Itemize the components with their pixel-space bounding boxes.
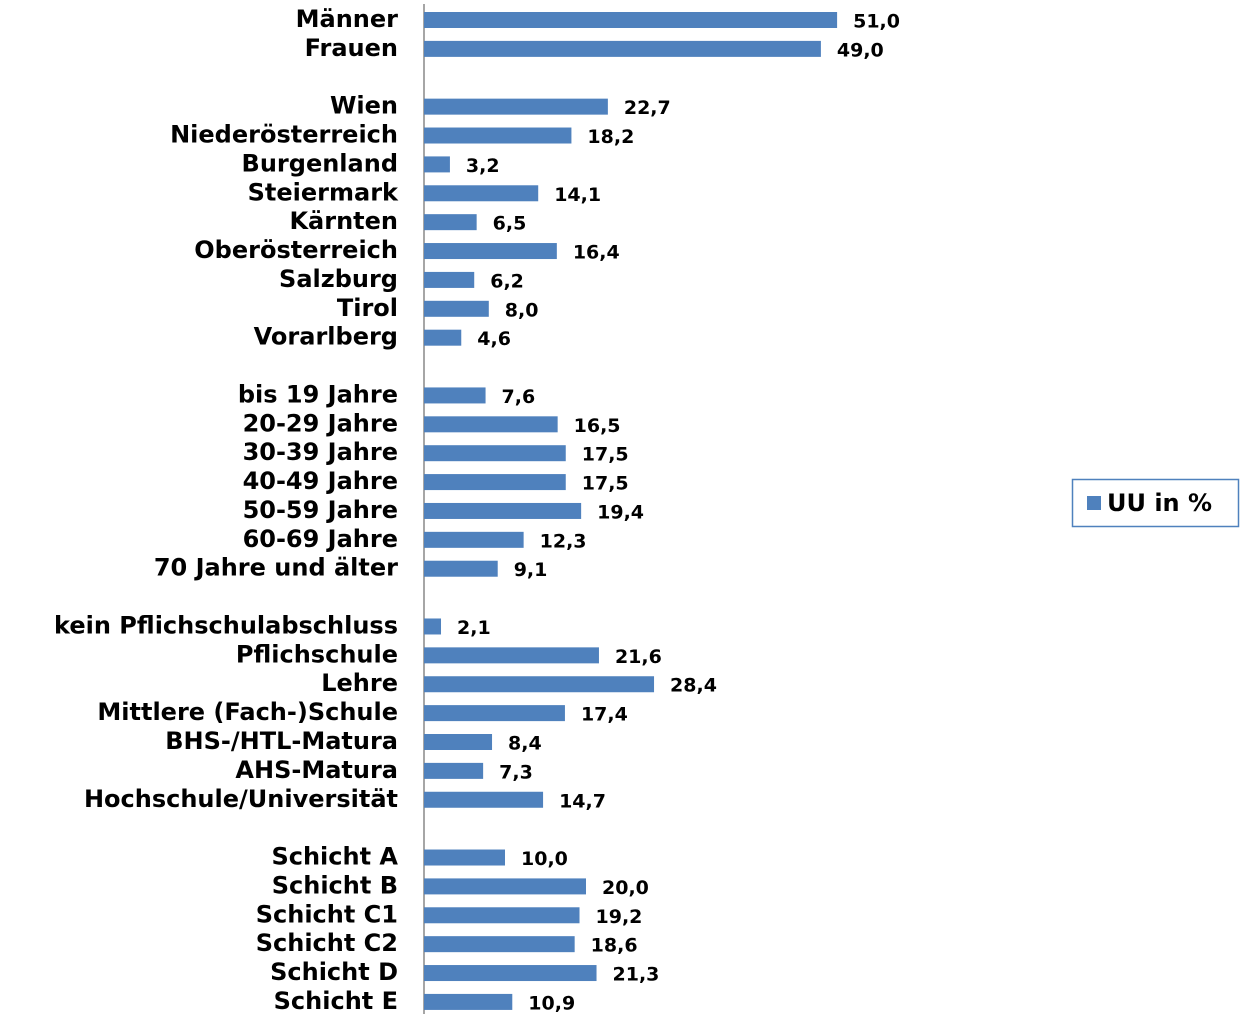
bar xyxy=(424,705,565,722)
bar xyxy=(424,791,544,808)
value-label: 14,7 xyxy=(559,790,606,812)
category-label: Kärnten xyxy=(289,207,398,235)
value-label: 9,1 xyxy=(514,559,548,581)
value-label: 8,4 xyxy=(508,733,542,755)
bar xyxy=(424,878,586,895)
bar xyxy=(424,271,475,288)
value-label: 4,6 xyxy=(477,328,511,350)
value-label: 7,6 xyxy=(502,386,536,408)
category-label: Schicht A xyxy=(271,843,398,871)
category-label: Schicht B xyxy=(272,871,398,899)
value-label: 18,2 xyxy=(587,126,634,148)
bar xyxy=(424,907,580,924)
value-label: 3,2 xyxy=(466,155,500,177)
category-label: AHS-Matura xyxy=(235,756,398,784)
bar xyxy=(424,243,557,260)
category-label: Männer xyxy=(296,5,399,33)
category-label: 40-49 Jahre xyxy=(243,467,398,495)
category-label: Schicht E xyxy=(274,987,398,1014)
value-label: 16,4 xyxy=(573,242,620,264)
value-label: 21,3 xyxy=(613,964,660,986)
bar xyxy=(424,618,442,635)
bar xyxy=(424,676,655,693)
bar xyxy=(424,387,486,404)
bar xyxy=(424,502,582,519)
bar xyxy=(424,965,597,982)
legend-box xyxy=(1071,478,1240,528)
category-label: Schicht C2 xyxy=(256,929,398,957)
category-label: 60-69 Jahre xyxy=(243,525,398,553)
bar xyxy=(424,300,489,317)
value-label: 19,4 xyxy=(597,501,644,523)
category-label: 30-39 Jahre xyxy=(243,438,398,466)
value-label: 14,1 xyxy=(554,184,601,206)
category-label: kein Pflichschulabschluss xyxy=(54,611,398,639)
value-label: 10,9 xyxy=(528,992,575,1014)
value-label: 17,4 xyxy=(581,704,628,726)
category-label: 50-59 Jahre xyxy=(243,496,398,524)
value-label: 12,3 xyxy=(540,530,587,552)
category-label: 70 Jahre und älter xyxy=(154,554,398,582)
bar xyxy=(424,12,838,28)
value-label: 51,0 xyxy=(853,11,900,33)
value-label: 18,6 xyxy=(591,935,638,957)
value-label: 6,2 xyxy=(490,270,524,292)
value-label: 20,0 xyxy=(602,877,649,899)
category-label: Burgenland xyxy=(242,149,398,177)
value-label: 17,5 xyxy=(582,444,629,466)
bar xyxy=(424,560,498,577)
bar xyxy=(424,849,505,866)
category-label: Schicht C1 xyxy=(256,900,398,928)
category-label: BHS-/HTL-Matura xyxy=(165,727,398,755)
bar xyxy=(424,474,566,491)
category-label: Tirol xyxy=(337,294,398,322)
value-label: 2,1 xyxy=(457,617,491,639)
value-label: 10,0 xyxy=(521,848,568,870)
category-label: 20-29 Jahre xyxy=(243,409,398,437)
value-label: 19,2 xyxy=(596,906,643,928)
category-label: Wien xyxy=(330,92,398,120)
category-label: Vorarlberg xyxy=(254,323,398,351)
category-label: bis 19 Jahre xyxy=(238,380,398,408)
value-label: 16,5 xyxy=(574,415,621,437)
bar xyxy=(424,98,608,115)
bar xyxy=(424,185,539,202)
category-label: Frauen xyxy=(305,34,398,62)
bar xyxy=(424,445,566,462)
value-label: 22,7 xyxy=(624,97,671,119)
category-label: Steiermark xyxy=(248,178,399,206)
category-label: Mittlere (Fach-)Schule xyxy=(97,698,398,726)
bar xyxy=(424,647,599,664)
category-label: Niederösterreich xyxy=(170,121,398,149)
legend-swatch xyxy=(1087,496,1101,510)
category-label: Oberösterreich xyxy=(194,236,398,264)
bar xyxy=(424,531,524,548)
value-label: 21,6 xyxy=(615,646,662,668)
bar xyxy=(424,734,493,750)
legend-label: UU in % xyxy=(1107,489,1212,517)
value-label: 7,3 xyxy=(499,761,533,783)
value-label: 17,5 xyxy=(582,473,629,495)
bar xyxy=(424,329,462,346)
bar xyxy=(424,936,575,953)
bar xyxy=(424,993,513,1010)
value-label: 6,5 xyxy=(493,213,527,235)
category-label: Salzburg xyxy=(279,265,398,293)
bar xyxy=(424,214,477,231)
category-label: Pflichschule xyxy=(236,640,398,668)
bar xyxy=(424,416,558,433)
value-label: 28,4 xyxy=(670,675,717,697)
category-label: Schicht D xyxy=(270,958,398,986)
bar xyxy=(424,40,821,57)
category-label: Hochschule/Universität xyxy=(84,785,398,813)
value-label: 8,0 xyxy=(505,299,539,321)
bar xyxy=(424,127,572,144)
bar xyxy=(424,156,450,173)
bar xyxy=(424,762,484,779)
value-label: 49,0 xyxy=(837,39,884,61)
category-label: Lehre xyxy=(321,669,398,697)
